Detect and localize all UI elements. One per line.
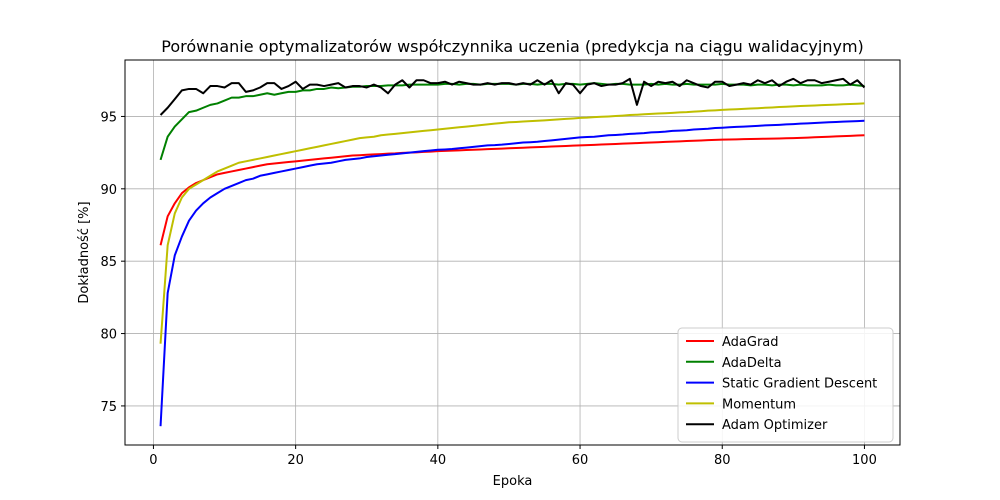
y-tick-label: 95 [100, 110, 117, 125]
x-tick-label: 40 [430, 453, 447, 468]
legend-label-adadelta: AdaDelta [722, 356, 782, 371]
chart-title: Porównanie optymalizatorów współczynnika… [161, 37, 864, 56]
series-line-adam-optimizer [159, 77, 866, 116]
legend: AdaGrad AdaDelta Static Gradient Descent Mo… [677, 327, 894, 443]
plot-frame [124, 59, 901, 446]
series-line-static-gradient-descent [159, 119, 865, 427]
axis-ticks: 0 20 40 60 80 100 75 80 85 90 95 [100, 110, 876, 468]
y-axis-label: Dokładność [%] [77, 201, 92, 303]
x-tick-label: 80 [714, 453, 731, 468]
x-tick-label: 100 [852, 453, 877, 468]
y-tick-label: 75 [100, 400, 117, 415]
legend-label-momentum: Momentum [722, 397, 796, 412]
x-tick-label: 20 [287, 453, 304, 468]
x-axis-label: Epoka [493, 474, 533, 489]
y-tick-label: 90 [100, 183, 117, 198]
x-tick-label: 60 [572, 453, 589, 468]
legend-box [677, 327, 894, 443]
x-tick-label: 0 [149, 453, 157, 468]
y-tick-label: 80 [100, 328, 117, 343]
series-line-adagrad [159, 134, 865, 246]
series-lines [159, 77, 866, 427]
legend-label-static-gradient-descent: Static Gradient Descent [722, 377, 877, 392]
legend-label-adagrad: AdaGrad [722, 335, 779, 350]
legend-label-adam-optimizer: Adam Optimizer [722, 418, 828, 433]
y-tick-label: 85 [100, 255, 117, 270]
series-line-momentum [159, 102, 865, 344]
